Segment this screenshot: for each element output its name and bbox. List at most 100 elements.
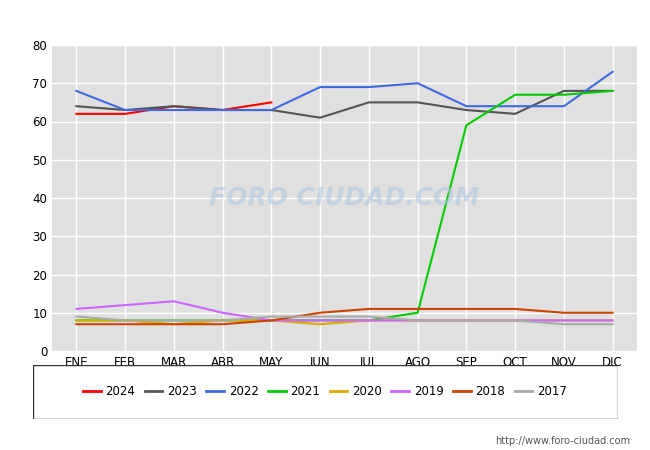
2019 xyxy=(170,299,178,304)
2021 xyxy=(365,318,373,323)
Text: Afiliados en Henche a 31/5/2024: Afiliados en Henche a 31/5/2024 xyxy=(178,14,472,32)
2021 xyxy=(560,92,568,97)
2018 xyxy=(608,310,616,315)
2019 xyxy=(121,302,129,308)
Line: 2019: 2019 xyxy=(77,302,612,320)
Line: 2018: 2018 xyxy=(77,309,612,324)
2018 xyxy=(268,318,276,323)
Text: http://www.foro-ciudad.com: http://www.foro-ciudad.com xyxy=(495,436,630,446)
FancyBboxPatch shape xyxy=(32,364,617,418)
2019 xyxy=(316,318,324,323)
2020 xyxy=(121,318,129,323)
2017 xyxy=(365,314,373,319)
2017 xyxy=(608,321,616,327)
Line: 2020: 2020 xyxy=(77,320,612,324)
Line: 2017: 2017 xyxy=(77,317,612,324)
2017 xyxy=(72,314,81,319)
2019 xyxy=(268,318,276,323)
2022 xyxy=(608,69,616,74)
2017 xyxy=(170,318,178,323)
2018 xyxy=(511,306,519,311)
2018 xyxy=(170,321,178,327)
2024 xyxy=(218,107,227,112)
2021 xyxy=(121,318,129,323)
2023 xyxy=(121,107,129,112)
2018 xyxy=(218,321,227,327)
2019 xyxy=(560,318,568,323)
2019 xyxy=(463,318,471,323)
2018 xyxy=(365,306,373,311)
2022 xyxy=(316,85,324,90)
2023 xyxy=(413,100,421,105)
2021 xyxy=(608,88,616,94)
2018 xyxy=(316,310,324,315)
Line: 2022: 2022 xyxy=(77,72,612,110)
2021 xyxy=(170,318,178,323)
2023 xyxy=(72,104,81,109)
2024 xyxy=(121,111,129,117)
2019 xyxy=(365,318,373,323)
2023 xyxy=(268,107,276,112)
2018 xyxy=(560,310,568,315)
2018 xyxy=(121,321,129,327)
2022 xyxy=(121,107,129,112)
2020 xyxy=(365,318,373,323)
2023 xyxy=(608,88,616,94)
2020 xyxy=(511,318,519,323)
2022 xyxy=(170,107,178,112)
2017 xyxy=(218,318,227,323)
2020 xyxy=(218,318,227,323)
2020 xyxy=(608,318,616,323)
2022 xyxy=(72,88,81,94)
2024 xyxy=(170,104,178,109)
2018 xyxy=(413,306,421,311)
2019 xyxy=(218,310,227,315)
2020 xyxy=(72,318,81,323)
2017 xyxy=(268,314,276,319)
2017 xyxy=(316,314,324,319)
2023 xyxy=(218,107,227,112)
2023 xyxy=(560,88,568,94)
2023 xyxy=(170,104,178,109)
2022 xyxy=(268,107,276,112)
2021 xyxy=(218,318,227,323)
2022 xyxy=(511,104,519,109)
2021 xyxy=(268,318,276,323)
2022 xyxy=(463,104,471,109)
2020 xyxy=(316,321,324,327)
2020 xyxy=(413,318,421,323)
2022 xyxy=(218,107,227,112)
2017 xyxy=(413,318,421,323)
2021 xyxy=(413,310,421,315)
Line: 2024: 2024 xyxy=(77,103,272,114)
2021 xyxy=(511,92,519,97)
2018 xyxy=(72,321,81,327)
2017 xyxy=(463,318,471,323)
2017 xyxy=(121,318,129,323)
2021 xyxy=(316,318,324,323)
2023 xyxy=(365,100,373,105)
2019 xyxy=(511,318,519,323)
2021 xyxy=(72,318,81,323)
2017 xyxy=(511,318,519,323)
Line: 2023: 2023 xyxy=(77,91,612,117)
2018 xyxy=(463,306,471,311)
2022 xyxy=(560,104,568,109)
2020 xyxy=(268,318,276,323)
2021 xyxy=(463,122,471,128)
2023 xyxy=(316,115,324,120)
2019 xyxy=(413,318,421,323)
Line: 2021: 2021 xyxy=(77,91,612,320)
2024 xyxy=(72,111,81,117)
2022 xyxy=(365,85,373,90)
2019 xyxy=(608,318,616,323)
2024 xyxy=(268,100,276,105)
2023 xyxy=(463,107,471,112)
2020 xyxy=(560,318,568,323)
2019 xyxy=(72,306,81,311)
2022 xyxy=(413,81,421,86)
2020 xyxy=(170,321,178,327)
Text: FORO CIUDAD.COM: FORO CIUDAD.COM xyxy=(209,186,480,210)
2020 xyxy=(463,318,471,323)
2017 xyxy=(560,321,568,327)
